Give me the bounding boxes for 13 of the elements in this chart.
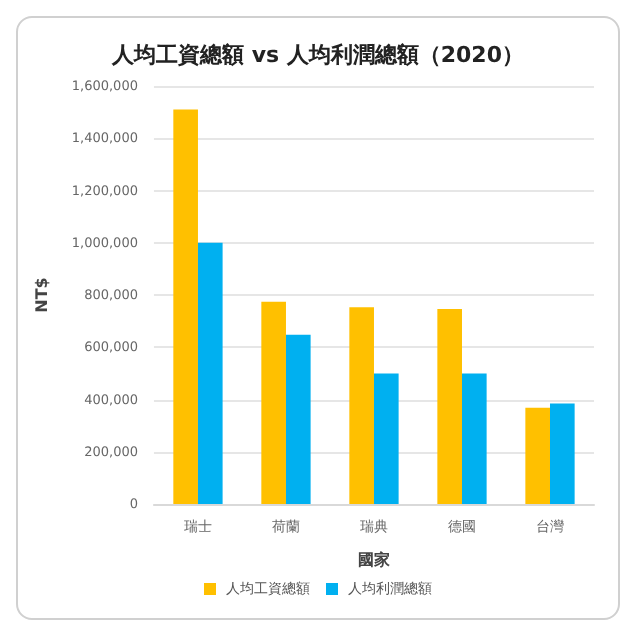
bar [173, 109, 198, 504]
bar [285, 334, 311, 504]
bar [461, 373, 487, 504]
bar [349, 307, 374, 504]
chart-title: 人均工資總額 vs 人均利潤總額（2020） [110, 42, 524, 68]
bar [373, 373, 399, 504]
bar [197, 242, 223, 504]
y-axis-title: NT$ [33, 276, 51, 313]
bar [261, 301, 286, 504]
bar [550, 403, 575, 504]
bar [525, 407, 550, 504]
bar [437, 309, 462, 504]
x-axis-title: 國家 [357, 549, 390, 569]
